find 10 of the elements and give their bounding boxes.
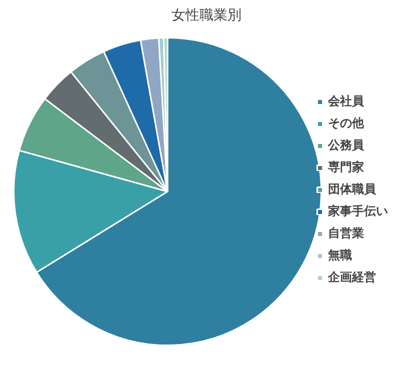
legend-label: 公務員 [328,137,364,154]
legend-label: 企画経営 [328,269,376,286]
legend-label: 家事手伝い [328,203,388,220]
legend-label: その他 [328,115,364,132]
chart-title: 女性職業別 [172,8,242,24]
legend-label: 無職 [328,247,352,264]
legend-label: 団体職員 [328,181,376,198]
legend-label: 専門家 [328,159,364,176]
legend-label: 会社員 [328,93,364,110]
legend-label: 自営業 [328,225,364,242]
